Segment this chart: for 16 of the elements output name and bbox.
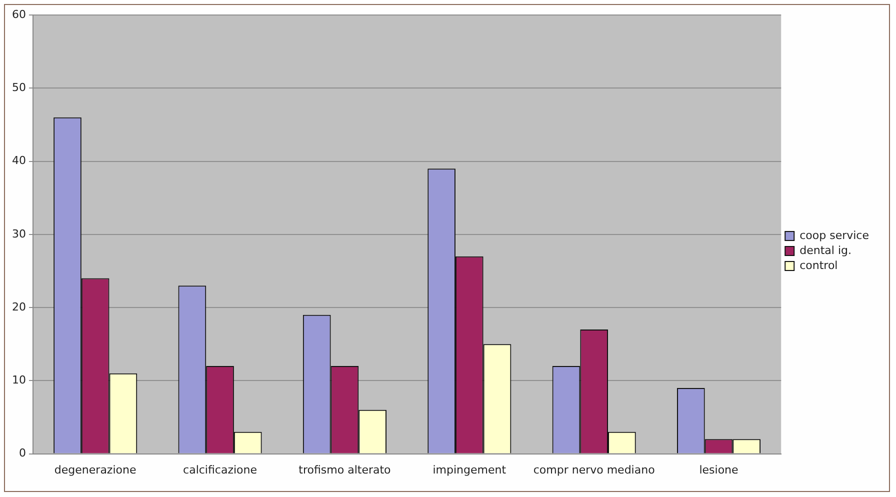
y-tick-label: 60 [12,8,26,21]
y-tick-label: 10 [12,374,26,387]
y-tick-label: 30 [12,227,26,240]
y-tick-label: 50 [12,80,26,94]
x-tick-label: impingement [432,463,507,476]
x-tick-label: trofismo alterato [298,463,392,476]
legend-label: coop service [800,228,870,242]
x-tick-label: compr nervo mediano [533,463,656,476]
legend-label: control [800,258,838,272]
x-tick-label: lesione [699,463,739,476]
y-tick-label: 40 [12,154,26,168]
y-tick-label: 0 [18,446,26,460]
legend-label: dental ig. [800,244,852,257]
y-tick-label: 20 [12,300,26,314]
x-tick-label: calcificazione [183,463,258,476]
x-tick-label: degenerazione [54,463,136,476]
